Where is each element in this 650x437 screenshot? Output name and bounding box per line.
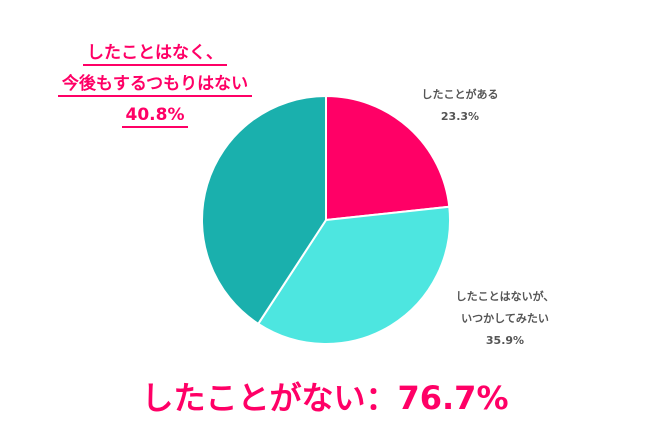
- label-want-to-percent: 35.9%: [485, 334, 525, 347]
- label-has-done-text: したことがある: [421, 88, 499, 101]
- callout-line2: 今後もするつもりはない: [57, 73, 253, 97]
- label-want-to-line2: いつかしてみたい: [461, 312, 549, 325]
- pie-slice-0: [325, 94, 451, 222]
- label-want-to-line1: したことはないが、: [455, 290, 555, 303]
- label-want-to: したことはないが、 いつかしてみたい 35.9%: [430, 286, 580, 352]
- pie-slice-2: [201, 94, 327, 326]
- pie-slice-1: [256, 205, 451, 345]
- callout-not-planning: したことはなく、 今後もするつもりはない 40.8%: [20, 38, 290, 131]
- callout-percent: 40.8%: [121, 104, 189, 128]
- summary-total: したことがない：76.7%: [141, 379, 509, 417]
- callout-line1: したことはなく、: [83, 42, 227, 66]
- label-has-done: したことがある 23.3%: [395, 84, 525, 128]
- label-has-done-percent: 23.3%: [440, 110, 480, 123]
